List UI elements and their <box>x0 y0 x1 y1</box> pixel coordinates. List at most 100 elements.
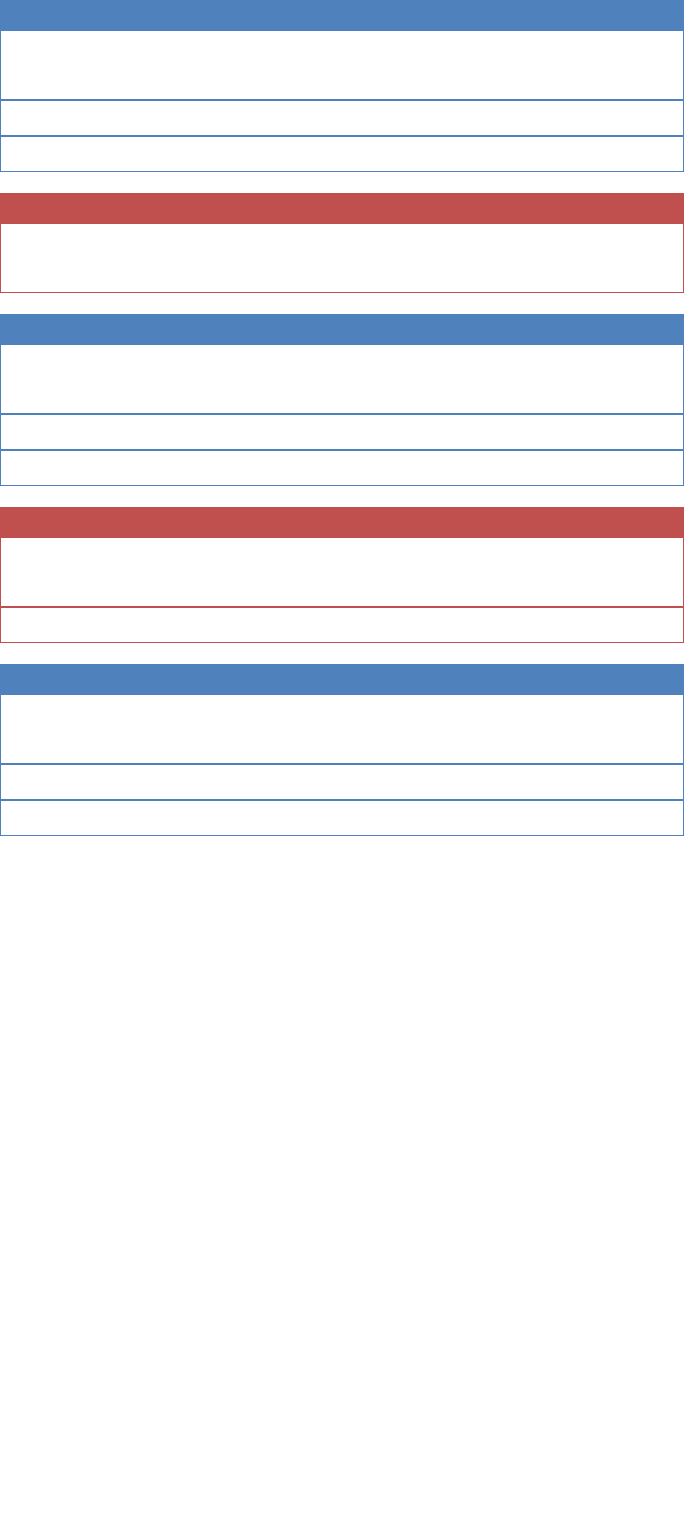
table-cell <box>588 65 684 100</box>
table-cell <box>588 100 684 136</box>
table-cell <box>1 764 172 800</box>
column-header <box>1 345 124 379</box>
column-header <box>308 31 397 65</box>
table-cell <box>301 800 431 836</box>
table-cell <box>397 100 493 136</box>
column-header <box>492 31 588 65</box>
table-cell <box>123 414 212 450</box>
table-cell <box>397 65 493 100</box>
table-cell <box>588 450 684 486</box>
table-cell <box>492 379 588 414</box>
table-cell <box>554 764 684 800</box>
table-cell <box>308 136 397 172</box>
table-cell <box>431 800 554 836</box>
column-header <box>588 345 684 379</box>
table-row <box>0 100 684 136</box>
table-cell <box>308 379 397 414</box>
table-cell <box>1 136 124 172</box>
table-cell <box>417 258 533 293</box>
column-header <box>397 31 493 65</box>
table-cell <box>574 607 683 643</box>
table-cell <box>171 800 301 836</box>
iron-ore-price-report <box>0 0 684 1174</box>
table-row <box>0 136 684 172</box>
table-cell <box>130 572 226 607</box>
table-cell <box>301 258 417 293</box>
table-cell <box>533 258 683 293</box>
table-cell <box>397 414 493 450</box>
table-row <box>1 572 684 607</box>
table-cell <box>588 379 684 414</box>
table-cell <box>342 607 458 643</box>
table-title-bar <box>0 507 684 538</box>
table-cell <box>212 100 308 136</box>
column-header <box>588 31 684 65</box>
table-cell <box>342 572 458 607</box>
table-row <box>1 65 684 100</box>
table-cell <box>212 379 308 414</box>
table-cell <box>492 414 588 450</box>
table-cell <box>212 450 308 486</box>
column-header <box>342 538 458 572</box>
table-cell <box>123 65 212 100</box>
table-header-row <box>1 695 684 729</box>
table-cell <box>1 258 179 293</box>
column-header <box>178 224 301 258</box>
import-vs-domestic-price-chart <box>0 857 684 1174</box>
column-header <box>212 31 308 65</box>
table-title-bar <box>0 314 684 345</box>
table-cell <box>1 414 124 450</box>
table-row <box>0 450 684 486</box>
column-header <box>226 538 342 572</box>
column-header <box>301 695 431 729</box>
table-import-seaborne-price <box>0 0 684 172</box>
table-row <box>1 729 684 764</box>
table-cell <box>171 764 301 800</box>
column-header <box>130 538 226 572</box>
column-header <box>574 538 683 572</box>
table-cell <box>1 729 172 764</box>
table-cell <box>212 414 308 450</box>
column-header <box>1 538 131 572</box>
table-row <box>0 764 684 800</box>
column-header <box>301 224 417 258</box>
table-cell <box>123 136 212 172</box>
table-cell <box>492 136 588 172</box>
column-header <box>417 224 533 258</box>
table-cell <box>130 607 226 643</box>
table-cell <box>1 800 172 836</box>
data-table <box>0 695 684 836</box>
table-cell <box>1 572 131 607</box>
table-cell <box>301 764 431 800</box>
column-header <box>554 695 684 729</box>
table-cell <box>397 450 493 486</box>
table-cell <box>397 379 493 414</box>
column-header <box>308 345 397 379</box>
table-header-row <box>1 224 684 258</box>
data-table <box>0 345 684 486</box>
table-title-bar <box>0 0 684 31</box>
table-cell <box>123 379 212 414</box>
column-header <box>212 345 308 379</box>
table-row <box>0 800 684 836</box>
table-cell <box>1 100 124 136</box>
table-cell <box>212 136 308 172</box>
data-table <box>0 224 684 293</box>
table-cell <box>588 414 684 450</box>
table-domestic-concentrate-price <box>0 507 684 643</box>
table-cell <box>1 65 124 100</box>
table-ciopi-index <box>0 664 684 836</box>
data-table <box>0 31 684 172</box>
column-header <box>1 224 179 258</box>
table-cell <box>308 414 397 450</box>
table-cell <box>171 729 301 764</box>
table-cell <box>308 65 397 100</box>
table-cell <box>431 729 554 764</box>
table-header-row <box>1 538 684 572</box>
column-header <box>533 224 683 258</box>
table-cell <box>308 450 397 486</box>
column-header <box>431 695 554 729</box>
column-header <box>123 345 212 379</box>
table-row <box>0 414 684 450</box>
table-cell <box>226 572 342 607</box>
